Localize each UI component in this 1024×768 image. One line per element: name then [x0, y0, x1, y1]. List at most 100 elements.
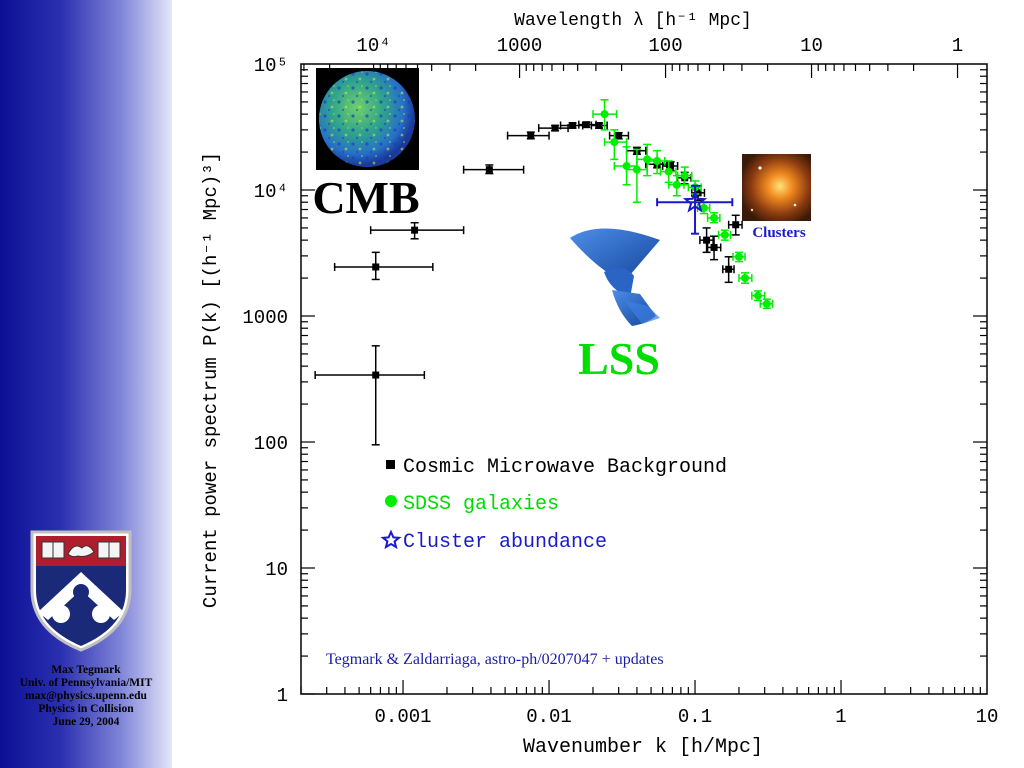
cmb-marker	[527, 132, 535, 140]
legend-marker-cmb	[386, 460, 395, 469]
lss-survey-glyph	[570, 228, 660, 326]
y-tick-label: 10⁵	[254, 55, 288, 77]
cmb-data-point	[537, 124, 569, 133]
author-name: Max Tegmark	[51, 664, 121, 676]
sdss-data-point	[647, 149, 666, 175]
top-tick-label: 1000	[497, 35, 543, 57]
cmb-marker	[372, 371, 380, 379]
cmb-label: CMB	[312, 172, 419, 223]
sdss-marker	[680, 171, 689, 180]
sdss-data-point	[676, 166, 693, 186]
x-axis-label: Wavenumber k [h/Mpc]	[523, 736, 763, 759]
sdss-marker	[720, 230, 729, 239]
axis-tick-labels: 1 10 100 1000 10⁴ 10⁵ 0.001 0.01 0.1 1 10 10⁴ 1000 10…	[242, 35, 998, 728]
top-tick-label: 10	[800, 35, 823, 57]
top-tick-label: 1	[952, 35, 963, 57]
citation-text: Tegmark & Zaldarriaga, astro-ph/0207047 …	[326, 651, 664, 668]
y-tick-label: 10	[265, 559, 288, 581]
y-tick-label: 10⁴	[254, 181, 288, 203]
sdss-marker	[672, 180, 681, 189]
sdss-data-point	[592, 99, 618, 131]
sdss-marker	[600, 110, 609, 119]
sdss-marker	[653, 156, 662, 165]
cmb-marker	[710, 243, 718, 251]
sdss-marker	[643, 155, 652, 164]
cmb-marker	[667, 162, 675, 170]
sdss-data-point	[732, 251, 746, 263]
plot-area-frame	[300, 63, 988, 695]
sdss-marker	[753, 291, 762, 300]
axis-ticks	[300, 64, 987, 695]
cmb-data-point	[369, 221, 465, 240]
y-axis-label: Current power spectrum P(k) [(h⁻¹ Mpc)³]	[200, 152, 222, 608]
legend-marker-cluster	[380, 529, 402, 550]
lss-label: LSS	[578, 333, 660, 384]
x-tick-label: 0.1	[678, 706, 712, 728]
cluster-marker	[682, 189, 708, 213]
top-tick-label: 100	[648, 35, 682, 57]
sdss-data-point	[706, 211, 721, 224]
cmb-data-point	[314, 345, 426, 446]
sdss-data-point	[738, 272, 753, 284]
x-tick-label: 10	[976, 706, 999, 728]
sdss-marker	[710, 213, 719, 222]
legend-label-cluster: Cluster abundance	[403, 531, 607, 554]
sdss-data-point	[751, 290, 766, 302]
slide-footer: Max Tegmark Univ. of Pennsylvania/MIT ma…	[0, 664, 172, 729]
cmb-data-point	[608, 131, 630, 140]
cmb-data-point	[333, 251, 434, 281]
cmb-marker	[703, 236, 711, 244]
university-shield-logo	[30, 530, 132, 652]
cmb-data-point	[462, 164, 525, 175]
presentation-date: June 29, 2004	[52, 716, 120, 728]
sdss-marker	[699, 203, 708, 212]
chart-legend: Cosmic Microwave Background SDSS galaxie…	[380, 456, 727, 554]
cmb-data-point	[590, 121, 608, 130]
y-tick-label: 1000	[242, 307, 288, 329]
sdss-marker	[762, 299, 771, 308]
cmb-marker	[485, 166, 493, 174]
cmb-data-point	[578, 120, 597, 129]
author-email: max@physics.upenn.edu	[25, 690, 147, 702]
cmb-marker	[582, 121, 590, 129]
top-tick-label: 10⁴	[356, 35, 390, 57]
cmb-sphere-image	[316, 68, 419, 170]
sdss-marker	[610, 138, 619, 147]
cmb-marker	[411, 226, 419, 234]
sdss-marker	[664, 167, 673, 176]
sdss-marker	[741, 274, 750, 283]
author-affiliation: Univ. of Pennsylvania/MIT	[19, 677, 153, 689]
cluster-data-point	[656, 184, 734, 235]
cmb-data-point	[727, 214, 743, 236]
x-tick-label: 0.001	[375, 706, 432, 728]
cmb-marker	[551, 124, 559, 132]
y-tick-label: 100	[254, 433, 288, 455]
data-marks	[314, 99, 774, 446]
legend-marker-sdss	[385, 495, 397, 507]
clusters-label: Clusters	[752, 225, 805, 241]
cmb-marker	[732, 221, 740, 229]
cmb-data-point	[506, 131, 550, 140]
cmb-marker	[569, 122, 577, 130]
legend-label-sdss: SDSS galaxies	[403, 493, 559, 516]
cmb-marker	[694, 189, 702, 197]
top-axis-label: Wavelength λ [h⁻¹ Mpc]	[514, 11, 752, 31]
x-tick-label: 1	[835, 706, 846, 728]
sdss-marker	[734, 252, 743, 261]
galaxy-cluster-image	[742, 154, 811, 221]
legend-label-cmb: Cosmic Microwave Background	[403, 456, 727, 479]
cmb-marker	[615, 132, 623, 140]
sdss-data-point	[759, 298, 774, 310]
cmb-marker	[595, 122, 603, 130]
y-tick-label: 1	[277, 685, 288, 707]
sdss-data-point	[603, 129, 628, 161]
sdss-data-point	[667, 174, 685, 197]
cmb-data-point	[706, 235, 722, 261]
cmb-marker	[725, 265, 733, 273]
cmb-marker	[372, 263, 380, 271]
conference-name: Physics in Collision	[38, 703, 134, 715]
sdss-data-point	[717, 229, 732, 241]
cmb-data-point	[722, 256, 735, 284]
sdss-marker	[632, 165, 641, 174]
